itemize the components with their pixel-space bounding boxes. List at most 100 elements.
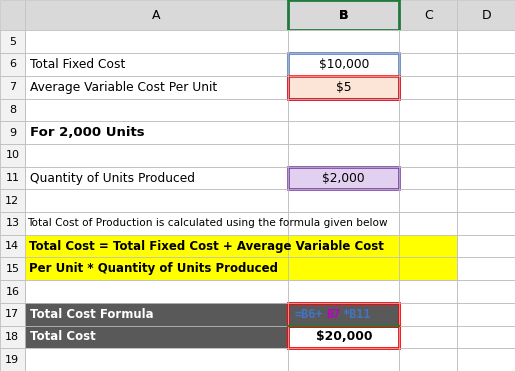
Bar xyxy=(288,326,399,348)
Text: $5: $5 xyxy=(336,81,352,94)
Bar xyxy=(457,167,515,189)
Bar xyxy=(457,212,515,235)
Bar xyxy=(457,144,515,167)
Text: 18: 18 xyxy=(5,332,20,342)
Bar xyxy=(0,76,25,99)
Bar xyxy=(457,144,515,167)
Bar xyxy=(25,257,288,280)
Bar xyxy=(0,167,25,189)
Bar xyxy=(288,99,399,121)
Bar xyxy=(0,257,25,280)
Text: 5: 5 xyxy=(9,37,16,47)
Bar xyxy=(288,257,399,280)
Bar xyxy=(25,348,288,371)
Bar xyxy=(0,326,25,348)
Bar xyxy=(0,212,25,235)
Bar xyxy=(399,76,457,99)
Bar xyxy=(0,257,25,280)
Text: 7: 7 xyxy=(9,82,16,92)
Bar xyxy=(0,144,25,167)
Text: 15: 15 xyxy=(5,264,20,274)
Bar xyxy=(25,303,288,326)
Bar xyxy=(0,144,25,167)
Bar xyxy=(288,212,399,235)
Bar xyxy=(399,167,457,189)
Text: Quantity of Units Produced: Quantity of Units Produced xyxy=(30,171,195,184)
Bar xyxy=(0,326,25,348)
Bar xyxy=(25,99,288,121)
Bar xyxy=(288,144,399,167)
Bar xyxy=(457,30,515,53)
Bar xyxy=(457,121,515,144)
Text: D: D xyxy=(482,9,491,22)
Bar xyxy=(25,235,288,257)
Text: 17: 17 xyxy=(5,309,20,319)
Bar xyxy=(457,189,515,212)
Bar xyxy=(399,280,457,303)
Bar xyxy=(288,348,399,371)
Bar xyxy=(457,280,515,303)
Text: $10,000: $10,000 xyxy=(319,58,369,71)
Bar xyxy=(399,99,457,121)
Bar xyxy=(0,121,25,144)
Bar xyxy=(288,0,399,30)
Bar xyxy=(399,53,457,76)
Text: 8: 8 xyxy=(9,105,16,115)
Bar xyxy=(0,212,25,235)
Bar xyxy=(399,121,457,144)
Bar xyxy=(25,144,288,167)
Bar xyxy=(0,189,25,212)
Text: *B11: *B11 xyxy=(342,308,371,321)
Bar xyxy=(0,99,25,121)
Bar xyxy=(0,30,25,53)
Bar xyxy=(457,212,515,235)
Bar xyxy=(25,235,288,257)
Bar xyxy=(399,76,457,99)
Bar xyxy=(457,235,515,257)
Bar xyxy=(25,0,288,30)
Bar xyxy=(399,235,457,257)
Bar xyxy=(457,348,515,371)
Bar xyxy=(399,189,457,212)
Bar xyxy=(25,99,288,121)
Bar xyxy=(0,280,25,303)
Bar xyxy=(25,326,288,348)
Bar xyxy=(288,167,399,189)
Text: Total Fixed Cost: Total Fixed Cost xyxy=(30,58,125,71)
Bar xyxy=(0,303,25,326)
Bar xyxy=(288,30,399,53)
Bar xyxy=(25,280,288,303)
Bar xyxy=(288,53,399,76)
Bar xyxy=(288,76,399,99)
Bar xyxy=(0,99,25,121)
Bar xyxy=(399,326,457,348)
Bar xyxy=(288,212,399,235)
Bar xyxy=(25,167,288,189)
Bar xyxy=(399,280,457,303)
Bar xyxy=(399,121,457,144)
Bar xyxy=(399,167,457,189)
Bar xyxy=(0,30,25,53)
Bar xyxy=(25,235,457,257)
Bar xyxy=(399,212,457,235)
Bar xyxy=(288,76,399,99)
Bar xyxy=(399,212,457,235)
Bar xyxy=(0,144,25,167)
Bar xyxy=(0,303,25,326)
Bar xyxy=(457,257,515,280)
Bar xyxy=(288,99,399,121)
Bar xyxy=(0,0,25,30)
Bar xyxy=(0,121,25,144)
Bar xyxy=(288,257,399,280)
Text: 10: 10 xyxy=(5,150,20,160)
Text: A: A xyxy=(152,9,161,22)
Bar xyxy=(25,30,288,53)
Bar xyxy=(288,167,399,189)
Bar xyxy=(288,144,399,167)
Bar xyxy=(25,257,457,280)
Bar xyxy=(399,30,457,53)
Text: 13: 13 xyxy=(5,219,20,229)
Bar xyxy=(288,76,399,99)
Bar xyxy=(399,144,457,167)
Bar xyxy=(0,348,25,371)
